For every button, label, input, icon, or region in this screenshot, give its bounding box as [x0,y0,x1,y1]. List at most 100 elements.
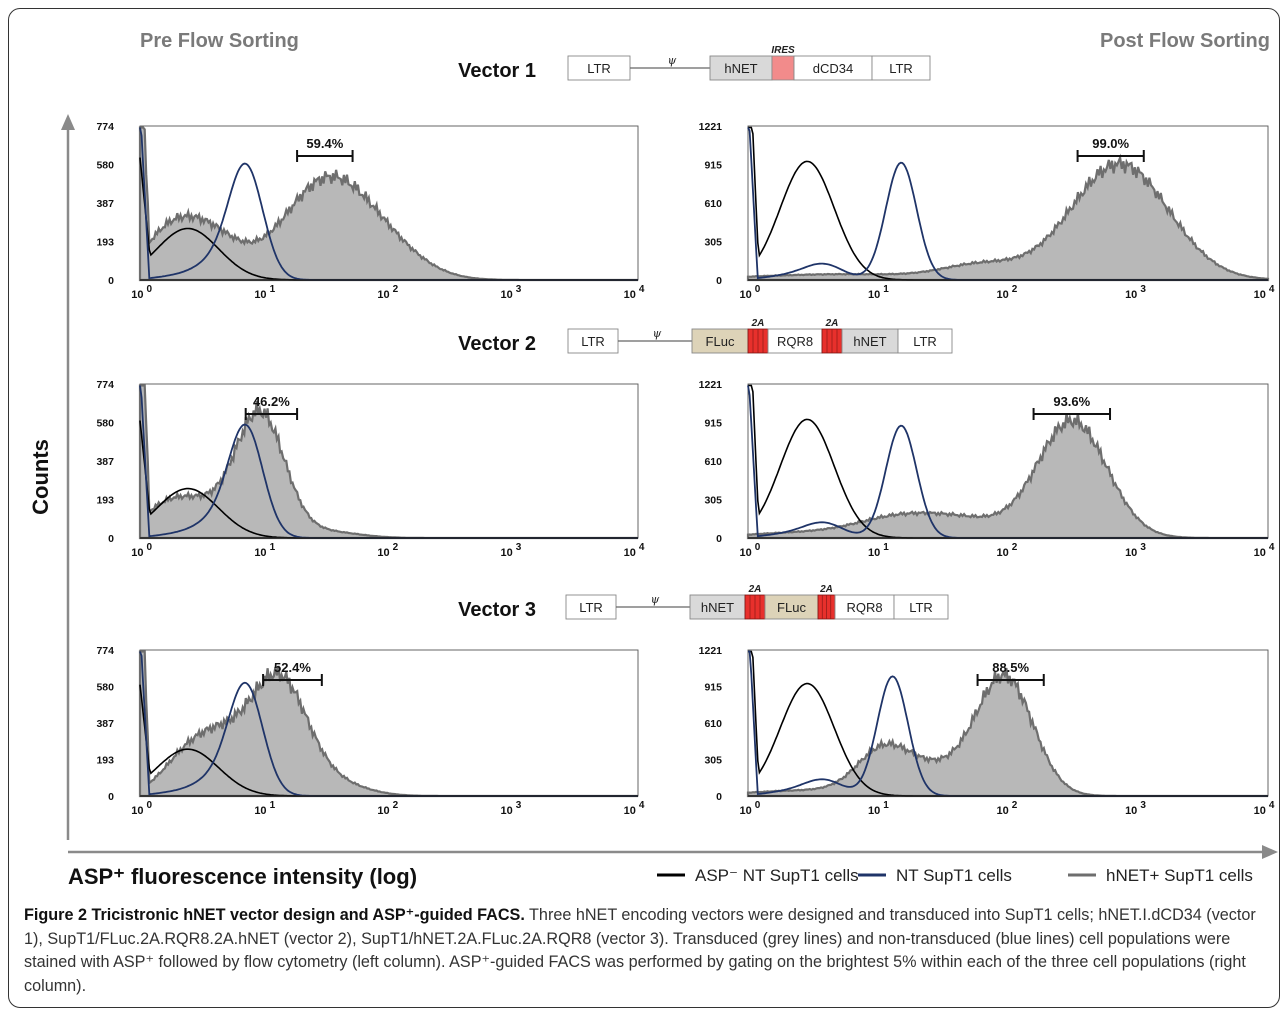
panel-1-pre-y-tick: 193 [96,237,114,249]
vector-2-element-6-label: 2A [825,318,839,329]
panel-1-pre-y-tick: 580 [96,160,114,172]
vector-3-element-4-label: 2A [748,584,762,595]
vector-1-element-5 [793,55,873,81]
pre-sorting-header: Pre Flow Sorting [140,30,299,52]
panel-1-post-gate: 99.0% [1076,136,1145,162]
vector-1-element-6-label: LTR [889,61,913,76]
panel-3-post-x-tick: 10 1 [868,800,889,817]
global-axes: Counts ASP⁺ fluorescence intensity (log) [28,114,1278,889]
panel-2-pre-y-tick: 580 [96,418,114,430]
panel-1-post-y-tick: 610 [704,198,722,210]
vector-3-element-8 [893,594,949,620]
panel-2-post-x-tick: 10 3 [1125,542,1146,559]
panel-1-post-y-tick: 915 [704,160,722,172]
vector-1-element-6 [871,55,931,81]
panel-3-post-gate-label: 88.5% [992,660,1029,675]
vector-1-element-1-label: LTR [587,61,611,76]
vector-2-element-7-label: hNET [853,334,886,349]
panel-3-post-x-tick: 10 4 [1254,800,1275,817]
panel-2-post-y-tick: 1221 [699,379,723,391]
panel-3-pre-x-tick: 10 4 [624,800,645,817]
panel-1-post-x-tick: 10 4 [1254,284,1275,301]
panel-2-pre-x-tick: 10 0 [131,542,152,559]
vector-2-element-5-label: RQR8 [777,334,813,349]
vector-2-element-1-label: LTR [581,334,605,349]
panel-1-pre-y-tick: 0 [108,275,114,287]
vector-2-element-3-label: FLuc [706,334,735,349]
panel-2-pre-y-tick: 774 [96,379,114,391]
panel-2-post-x-tick: 10 2 [997,542,1018,559]
vector-2-element-8 [897,328,953,354]
panel-3-post-x-tick: 10 0 [739,800,760,817]
vector-2-title: Vector 2 [458,333,536,355]
panel-3-post-x-tick: 10 2 [997,800,1018,817]
panel-3-post-x-tick: 10 3 [1125,800,1146,817]
panel-2-pre-x-tick: 10 2 [377,542,398,559]
panel-3-pre-y-tick: 387 [96,718,114,730]
panel-1-pre: 774 580 387 193 0 10 0 10 1 10 2 10 3 10 4 59.4% [96,121,644,301]
panel-2-pre: 774 580 387 193 0 10 0 10 1 10 2 10 3 10 4 46.2% [96,379,644,559]
vector-3-element-8-label: LTR [909,600,933,615]
vector-2-element-7 [841,328,899,354]
panel-3-post-y-tick: 0 [716,791,722,803]
panel-2-post: 1221 915 610 305 0 10 0 10 1 10 2 10 3 10 4 93.6% [699,379,1275,559]
vector-1-element-2-label: ψ [668,54,677,67]
panel-1-pre-y-tick: 387 [96,198,114,210]
panel-3-pre-y-tick: 193 [96,755,114,767]
y-axis-label: Counts [28,439,53,515]
panel-1-post-gate-label: 99.0% [1092,136,1129,151]
panel-3-pre-x-tick: 10 1 [254,800,275,817]
panel-1-post-x-tick: 10 0 [739,284,760,301]
panel-2-post-gate-label: 93.6% [1053,394,1090,409]
panel-1-pre-y-tick: 774 [96,121,114,133]
panel-3-post-y-tick: 1221 [699,645,723,657]
panel-3-pre-gate-label: 52.4% [274,660,311,675]
vector-1-diagram: Vector 1 LTR ψ hNET IRES dCD34 LTR [458,45,931,82]
panel-2-pre-y-tick: 193 [96,495,114,507]
panel-1-post-y-tick: 305 [704,237,722,249]
panel-3-pre-gate: 52.4% [262,660,323,686]
vector-3-element-6-label: 2A [819,584,833,595]
panel-2-pre-x-tick: 10 4 [624,542,645,559]
panel-2-post-y-tick: 305 [704,495,722,507]
panel-2-post-y-tick: 915 [704,418,722,430]
legend-label-1: ASP⁻ NT SupT1 cells [695,866,859,885]
vector-3-element-1 [565,594,617,620]
vector-1-element-5-label: dCD34 [813,61,853,76]
caption-text: Three hNET encoding vectors were designe… [24,906,1256,995]
panel-2-post-x-tick: 10 1 [868,542,889,559]
legend-label-3: hNET+ SupT1 cells [1106,866,1253,885]
vector-3-element-3 [689,594,746,620]
vector-1-element-1 [567,55,631,81]
panel-2-pre-x-tick: 10 1 [254,542,275,559]
vector-1-title: Vector 1 [458,60,536,82]
vector-2-element-4-label: 2A [751,318,765,329]
vector-2-element-8-label: LTR [913,334,937,349]
vector-3-diagram: Vector 3 LTR ψ hNET 2A FLuc 2A RQR8 LTR [458,584,949,621]
vector-3-element-7-label: RQR8 [846,600,882,615]
panel-2-pre-x-tick: 10 3 [501,542,522,559]
vector-2-element-5 [767,328,823,354]
panel-1-pre-x-tick: 10 2 [377,284,398,301]
panel-2-pre-y-tick: 0 [108,533,114,545]
panel-3-post-y-tick: 915 [704,682,722,694]
panel-3-pre-x-tick: 10 3 [501,800,522,817]
figure-frame [8,8,1280,1008]
vector-3-element-5 [764,594,819,620]
panel-1-pre-x-tick: 10 0 [131,284,152,301]
vector-2-diagram: Vector 2 LTR ψ FLuc 2A RQR8 2A hNET LTR [458,318,953,355]
post-sorting-header: Post Flow Sorting [1100,30,1270,52]
panel-1-pre-gate-label: 59.4% [306,136,343,151]
legend: ASP⁻ NT SupT1 cells NT SupT1 cells hNET+ S… [657,866,1253,885]
panel-1-post-y-tick: 0 [716,275,722,287]
vector-2-element-2-label: ψ [653,327,662,340]
panel-1-pre-x-tick: 10 1 [254,284,275,301]
vector-3-element-3-label: hNET [701,600,734,615]
panel-3-pre-y-tick: 580 [96,682,114,694]
vector-2-element-3 [691,328,749,354]
vector-3-title: Vector 3 [458,599,536,621]
panel-2-post-y-tick: 0 [716,533,722,545]
legend-label-2: NT SupT1 cells [896,866,1012,885]
panel-1-pre-x-tick: 10 4 [624,284,645,301]
